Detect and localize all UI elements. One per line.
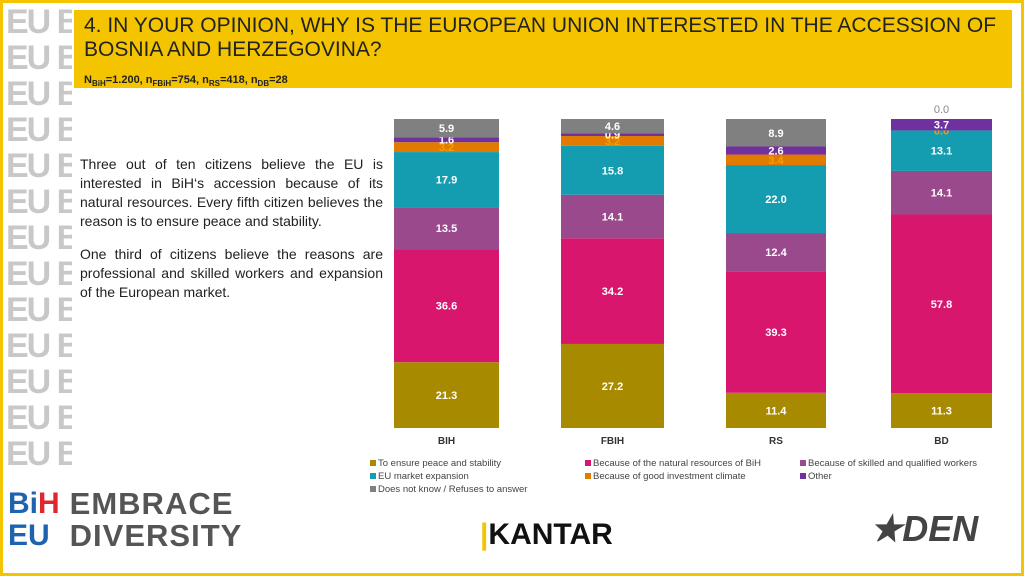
sample-val: =754, n: [171, 74, 209, 86]
sample-sub: FBiH: [152, 79, 172, 89]
legend-label: Because of skilled and qualified workers: [808, 458, 977, 469]
bar-segment: [394, 119, 499, 138]
sample-val: =1.200, n: [105, 74, 153, 86]
legend-swatch: [370, 486, 376, 492]
bar-segment: [394, 142, 499, 153]
category-label: RS: [769, 436, 783, 447]
header: 4. IN YOUR OPINION, WHY IS THE EUROPEAN …: [74, 10, 1012, 88]
legend-item: Because of good investment climate: [585, 471, 800, 482]
legend-swatch: [370, 460, 376, 466]
data-label: 17.9: [436, 175, 457, 187]
legend-swatch: [370, 473, 376, 479]
category-label: BIH: [438, 436, 455, 447]
data-label: 5.9: [439, 123, 454, 135]
data-label: 21.3: [436, 390, 457, 402]
legend-item: Because of the natural resources of BiH: [585, 458, 800, 469]
data-label: 11.4: [766, 405, 788, 417]
kantar-logo: |KANTAR: [480, 518, 613, 551]
summary-text: Three out of ten citizens believe the EU…: [80, 155, 383, 316]
summary-paragraph: One third of citizens believe the reason…: [80, 246, 383, 300]
legend-item: EU market expansion: [370, 471, 585, 482]
data-label: 14.1: [931, 188, 952, 200]
data-label: 13.1: [931, 146, 952, 158]
data-label: 27.2: [602, 381, 623, 393]
bar-segment: [561, 194, 664, 239]
sample-sub: BiH: [91, 79, 106, 89]
sample-sub: RS: [208, 79, 220, 89]
embrace-diversity-logo: BiH EU EMBRACE DIVERSITY: [8, 486, 243, 553]
bar-segment: [726, 233, 826, 272]
bar-segment: [726, 154, 826, 166]
legend-swatch: [585, 473, 591, 479]
data-label: 12.4: [765, 247, 787, 259]
bar-segment: [891, 393, 992, 428]
sample-size: NBiH=1.200, nFBiH=754, nRS=418, nDB=28: [84, 74, 1002, 88]
bar-segment: [394, 137, 499, 143]
bar-segment: [891, 170, 992, 215]
data-label: 0.0: [934, 104, 949, 116]
sample-val: =28: [269, 74, 288, 86]
legend-label: Because of the natural resources of BiH: [593, 458, 761, 469]
bar-segment: [726, 392, 826, 428]
data-label: 14.1: [602, 211, 623, 223]
legend-item: Does not know / Refuses to answer: [370, 484, 585, 495]
data-label: 2.6: [768, 146, 783, 158]
dei-logo: ★DEN: [870, 508, 979, 549]
bar-segment: [394, 249, 499, 363]
data-label: 3.2: [439, 142, 454, 154]
bar-segment: [394, 152, 499, 208]
legend-swatch: [585, 460, 591, 466]
legend: To ensure peace and stability Because of …: [370, 458, 1010, 495]
legend-label: To ensure peace and stability: [378, 458, 502, 469]
bar-segment: [726, 119, 826, 147]
data-label: 57.8: [931, 299, 952, 311]
legend-item: Because of skilled and qualified workers: [800, 458, 1010, 469]
data-label: 3.7: [934, 120, 949, 132]
legend-item: Other: [800, 471, 1010, 482]
legend-label: EU market expansion: [378, 471, 469, 482]
data-label: 13.5: [436, 223, 457, 235]
bar-segment: [726, 146, 826, 155]
bar-segment: [561, 133, 664, 136]
data-label: 1.6: [439, 135, 454, 147]
data-label: 11.3: [931, 406, 952, 418]
legend-item: To ensure peace and stability: [370, 458, 585, 469]
category-label: FBIH: [601, 436, 624, 447]
bar-segment: [394, 207, 499, 250]
page-title: 4. IN YOUR OPINION, WHY IS THE EUROPEAN …: [84, 14, 997, 61]
bar-segment: [726, 271, 826, 393]
data-label: 4.6: [605, 121, 620, 133]
legend-label: Because of good investment climate: [593, 471, 746, 482]
bar-segment: [561, 145, 664, 195]
bar-segment: [561, 135, 664, 146]
legend-swatch: [800, 473, 806, 479]
sample-n: N: [84, 74, 92, 86]
sample-val: =418, n: [219, 74, 258, 86]
bar-segment: [891, 130, 992, 171]
data-label: 34.2: [602, 286, 623, 298]
data-label: 3.4: [768, 155, 784, 167]
legend-label: Does not know / Refuses to answer: [378, 484, 528, 495]
bar-segment: [891, 119, 992, 131]
data-label: 22.0: [765, 194, 786, 206]
category-label: BD: [934, 436, 948, 447]
bar-segment: [394, 362, 499, 428]
bar-segment: [561, 343, 664, 428]
sample-sub: DB: [257, 79, 270, 89]
bar-segment: [726, 165, 826, 234]
data-label: 3.2: [605, 136, 620, 148]
bar-segment: [891, 214, 992, 394]
data-label: 36.6: [436, 301, 457, 313]
data-label: 39.3: [765, 327, 786, 339]
bar-segment: [561, 238, 664, 344]
summary-paragraph: Three out of ten citizens believe the EU…: [80, 156, 383, 229]
legend-swatch: [800, 460, 806, 466]
legend-label: Other: [808, 471, 832, 482]
bar-segment: [561, 119, 664, 134]
data-label: 8.9: [768, 128, 783, 140]
data-label: 15.8: [602, 165, 623, 177]
